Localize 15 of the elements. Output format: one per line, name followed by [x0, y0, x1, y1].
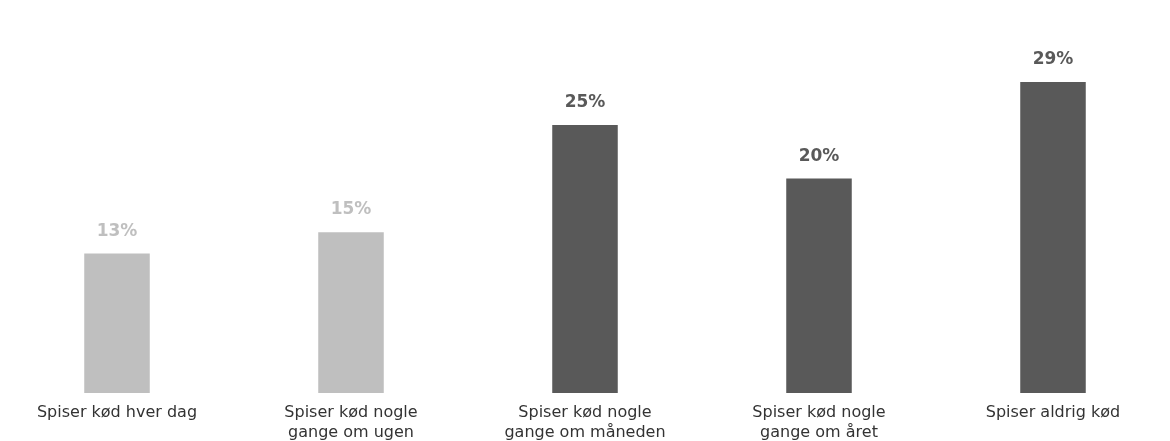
- bar: [84, 253, 150, 393]
- x-tick-label: Spiser kød hver dag: [36, 401, 198, 421]
- x-tick-label: Spiser kød nogle gange om ugen: [284, 401, 418, 441]
- x-tick-label: Spiser aldrig kød: [985, 401, 1121, 421]
- bar: [786, 178, 852, 393]
- data-label: 20%: [798, 144, 840, 165]
- data-label: 25%: [564, 90, 606, 111]
- data-label: 13%: [96, 219, 138, 240]
- x-tick-label: Spiser kød nogle gange om året: [752, 401, 886, 441]
- bar: [318, 232, 384, 393]
- bar: [1020, 82, 1086, 393]
- x-tick-label: Spiser kød nogle gange om måneden: [504, 401, 666, 441]
- data-label: 15%: [330, 198, 372, 219]
- data-label: 29%: [1032, 48, 1074, 68]
- bar: [552, 124, 618, 393]
